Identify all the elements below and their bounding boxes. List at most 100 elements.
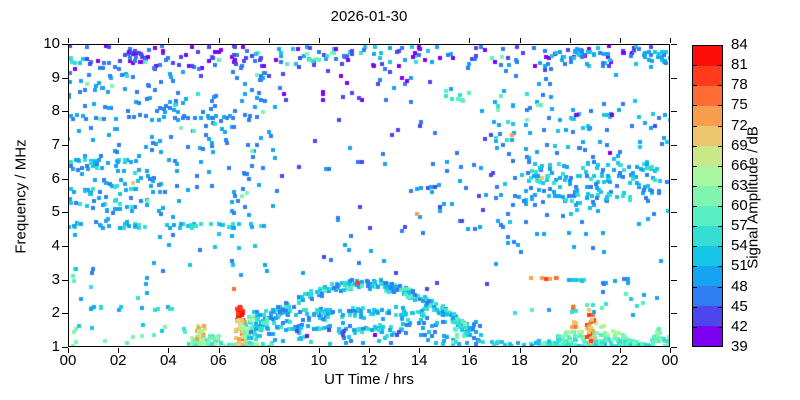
y-axis-tick xyxy=(62,44,68,45)
y-axis-right-tick xyxy=(671,145,677,146)
colorbar-tick xyxy=(718,65,722,67)
x-axis-top-tick xyxy=(419,38,421,43)
colorbar-tick xyxy=(693,145,697,147)
x-axis-tick xyxy=(519,348,521,353)
colorbar-tick xyxy=(718,185,722,187)
y-axis-right-tick xyxy=(671,44,677,45)
x-axis-label: UT Time / hrs xyxy=(324,371,414,388)
x-axis-tick-label: 12 xyxy=(360,352,378,369)
y-axis-tick xyxy=(62,111,68,113)
x-axis-tick-label: 14 xyxy=(410,352,428,369)
colorbar-tick-label: 42 xyxy=(731,317,748,335)
colorbar-tick-label: 60 xyxy=(731,197,748,215)
x-axis-top-tick xyxy=(268,38,270,43)
colorbar-tick xyxy=(718,165,722,167)
colorbar-segment xyxy=(693,66,722,86)
chart-title: 2026-01-30 xyxy=(330,8,408,25)
x-axis-tick-label: 02 xyxy=(109,352,127,369)
colorbar-tick-label: 78 xyxy=(731,76,748,94)
scatter-plot-canvas xyxy=(68,44,670,347)
y-axis-tick xyxy=(62,212,68,214)
colorbar-tick xyxy=(693,105,697,107)
colorbar-tick xyxy=(693,185,697,187)
x-axis-tick-label: 22 xyxy=(611,352,629,369)
colorbar-tick xyxy=(718,306,722,308)
y-axis-tick xyxy=(62,279,68,281)
y-axis-tick xyxy=(62,313,68,315)
colorbar-segment xyxy=(693,106,722,126)
y-axis-tick xyxy=(62,178,68,180)
colorbar-tick-label: 45 xyxy=(731,297,748,315)
x-axis-tick xyxy=(218,348,220,353)
colorbar-tick-label: 54 xyxy=(731,237,748,255)
x-axis-tick-label: 16 xyxy=(460,352,478,369)
x-axis-tick-label: 06 xyxy=(210,352,227,369)
y-axis-right-tick xyxy=(671,111,677,113)
colorbar-tick-label: 69 xyxy=(731,136,748,154)
colorbar-tick xyxy=(693,85,697,87)
x-axis-tick-label: 20 xyxy=(561,352,578,369)
colorbar-tick xyxy=(693,246,697,248)
colorbar-segment xyxy=(693,86,722,106)
x-axis-tick-label: 04 xyxy=(159,352,177,369)
x-axis-top-tick xyxy=(369,38,370,43)
colorbar-tick xyxy=(718,226,722,228)
x-axis-tick xyxy=(670,348,671,353)
colorbar-tick xyxy=(693,65,697,67)
colorbar-tick xyxy=(718,125,722,127)
y-axis-right-tick xyxy=(671,246,677,247)
y-axis-tick-label: 2 xyxy=(51,304,60,322)
plot-border xyxy=(68,44,670,347)
colorbar-tick xyxy=(718,326,722,328)
colorbar-tick xyxy=(718,206,722,208)
y-axis-right-tick xyxy=(671,347,677,348)
x-axis-top-tick xyxy=(168,38,170,43)
y-axis-tick-label: 7 xyxy=(51,136,60,153)
y-axis-tick-label: 9 xyxy=(51,68,60,86)
x-axis-top-tick xyxy=(469,38,471,43)
colorbar-segment xyxy=(693,166,722,186)
y-axis-tick-label: 6 xyxy=(51,169,60,187)
x-axis-tick xyxy=(68,348,69,353)
y-axis-right-tick xyxy=(671,279,677,281)
y-axis-tick-label: 8 xyxy=(51,102,60,120)
y-axis-tick xyxy=(62,77,68,79)
colorbar xyxy=(692,45,723,347)
x-axis-tick-label: 00 xyxy=(661,352,679,369)
colorbar-tick xyxy=(718,246,722,248)
x-axis-tick xyxy=(619,348,621,353)
colorbar-segment xyxy=(693,326,722,346)
y-axis-tick-label: 4 xyxy=(51,237,60,254)
x-axis-tick xyxy=(469,348,471,353)
x-axis-top-tick xyxy=(619,38,621,43)
x-axis-tick xyxy=(419,348,421,353)
x-axis-tick xyxy=(318,348,320,353)
colorbar-tick xyxy=(693,206,697,208)
x-axis-tick xyxy=(369,348,370,353)
colorbar-tick xyxy=(693,326,697,328)
x-axis-top-tick xyxy=(519,38,521,43)
colorbar-axis-label: Signal Amplitude / dB xyxy=(744,126,762,269)
y-axis-right-tick xyxy=(671,313,677,315)
x-axis-tick-label: 10 xyxy=(310,352,328,369)
colorbar-tick-label: 72 xyxy=(731,116,748,134)
x-axis-tick xyxy=(569,348,571,353)
colorbar-tick xyxy=(693,306,697,308)
colorbar-tick xyxy=(693,266,697,268)
colorbar-segment xyxy=(693,226,722,246)
colorbar-segment xyxy=(693,306,722,326)
y-axis-tick xyxy=(62,347,68,348)
x-axis-top-tick xyxy=(569,38,571,43)
x-axis-top-tick xyxy=(118,38,120,43)
y-axis-tick xyxy=(62,246,68,247)
colorbar-segment xyxy=(693,206,722,226)
x-axis-tick-label: 08 xyxy=(260,352,277,369)
y-axis-tick-label: 5 xyxy=(51,203,60,221)
y-axis-tick-label: 1 xyxy=(51,338,60,355)
colorbar-segment xyxy=(693,146,722,166)
colorbar-tick xyxy=(718,85,722,87)
x-axis-tick xyxy=(118,348,120,353)
colorbar-segment xyxy=(693,286,722,306)
x-axis-tick-label: 00 xyxy=(59,352,77,369)
